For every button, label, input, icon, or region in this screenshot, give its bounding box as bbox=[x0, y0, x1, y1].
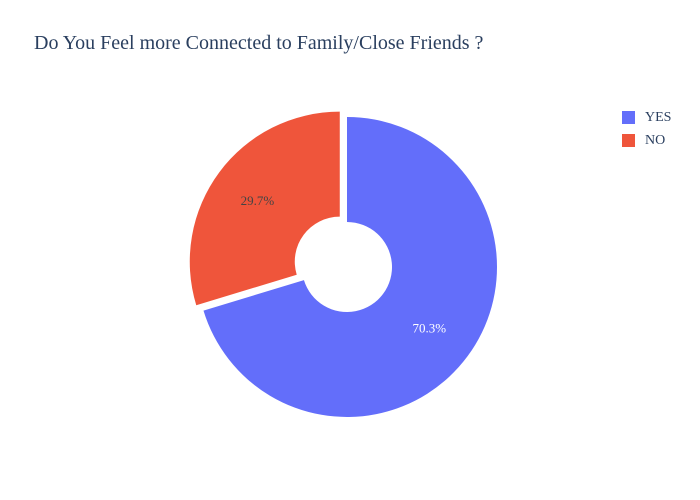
slice-label-yes: 70.3% bbox=[413, 321, 447, 336]
legend-item-no[interactable]: NO bbox=[622, 129, 671, 152]
chart-title: Do You Feel more Connected to Family/Clo… bbox=[34, 32, 484, 54]
slice-no[interactable] bbox=[189, 111, 340, 306]
slice-label-no: 29.7% bbox=[241, 193, 275, 208]
legend-item-yes[interactable]: YES bbox=[622, 106, 671, 129]
legend-label-no: NO bbox=[645, 132, 666, 148]
legend: YES NO bbox=[622, 106, 671, 152]
slice-yes[interactable] bbox=[203, 117, 498, 417]
legend-swatch-no bbox=[622, 134, 635, 147]
legend-swatch-yes bbox=[622, 111, 635, 124]
legend-label-yes: YES bbox=[645, 109, 672, 125]
